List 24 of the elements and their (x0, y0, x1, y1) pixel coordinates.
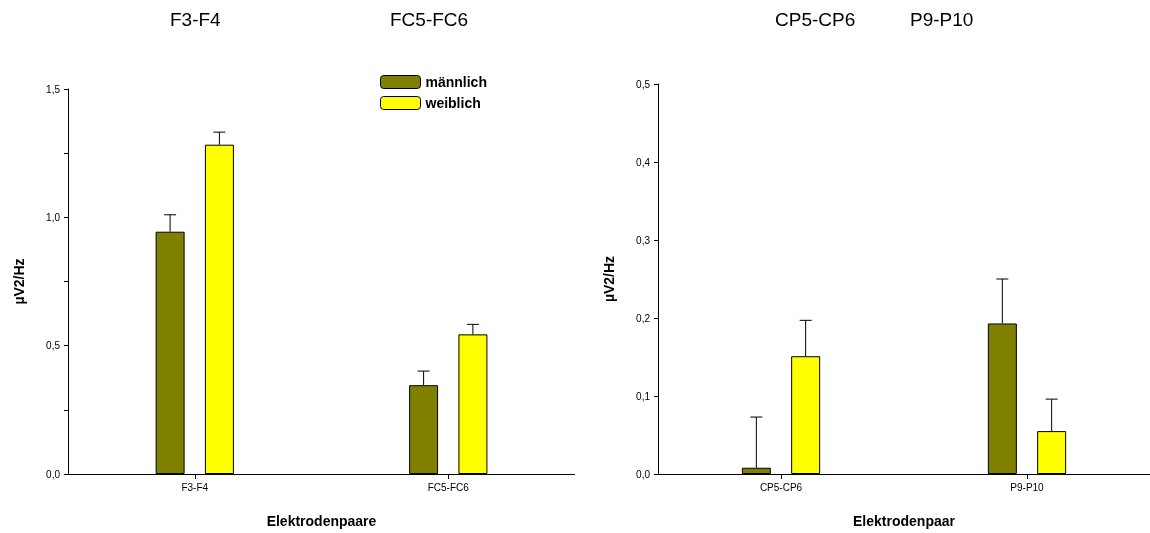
y-tick-label: 0,4 (636, 156, 651, 168)
legend-label: weiblich (424, 95, 481, 111)
x-tick-label: F3-F4 (181, 481, 209, 493)
y-tick-label: 1,5 (46, 83, 61, 95)
x-tick-label: P9-P10 (1010, 481, 1045, 493)
text: FC5-FC6 (390, 9, 469, 30)
y-axis-title: µV2/Hz (601, 255, 617, 303)
text: P9-P10 (910, 9, 974, 30)
y-tick-label: 0,0 (46, 468, 61, 480)
y-tick-label: 0,1 (636, 390, 651, 402)
x-axis-title: Elektrodenpaare (266, 513, 377, 529)
y-axis-title: µV2/Hz (11, 258, 27, 305)
legend-label: männlich (425, 74, 487, 90)
y-tick-label: 0,2 (636, 312, 651, 324)
x-axis-title: Elektrodenpaar (853, 513, 956, 529)
text: F3-F4 (170, 9, 222, 30)
y-tick-label: 0,0 (636, 468, 651, 480)
text: CP5-CP6 (775, 9, 856, 30)
y-tick-label: 0,3 (636, 234, 651, 246)
y-tick-label: 1,0 (46, 211, 61, 223)
y-tick-label: 0,5 (636, 78, 651, 90)
y-tick-label: 0,5 (46, 340, 61, 352)
x-tick-label: CP5-CP6 (759, 481, 803, 493)
x-tick-label: FC5-FC6 (427, 481, 470, 493)
